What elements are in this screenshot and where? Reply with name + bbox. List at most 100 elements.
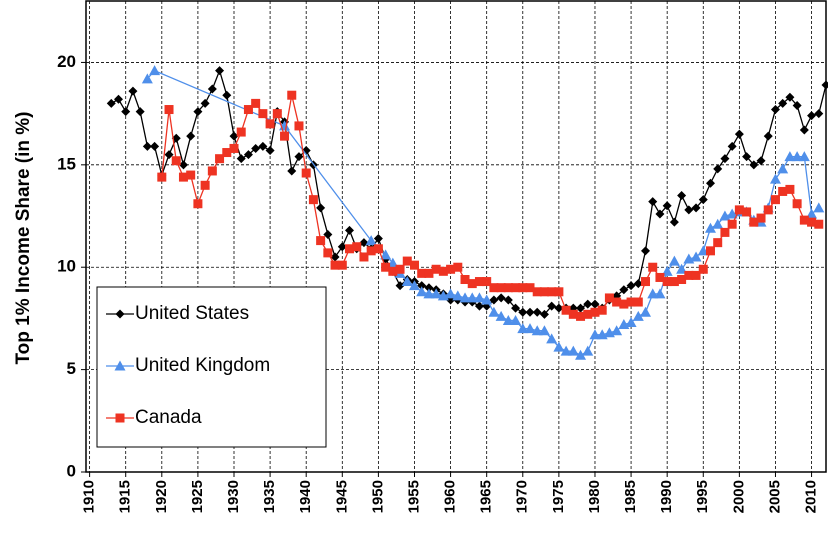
- marker: [251, 143, 261, 153]
- x-tick-label: 1965: [478, 480, 495, 513]
- marker: [106, 98, 116, 108]
- marker: [684, 205, 694, 215]
- marker: [525, 307, 535, 317]
- x-tick-label: 1920: [153, 480, 170, 513]
- marker: [704, 222, 716, 233]
- x-tick-label: 2000: [730, 480, 747, 513]
- marker: [662, 277, 672, 287]
- marker: [742, 152, 752, 162]
- marker: [207, 166, 217, 176]
- marker: [734, 205, 744, 215]
- x-tick-label: 1925: [189, 480, 206, 513]
- marker: [408, 280, 420, 291]
- x-tick-label: 2010: [803, 480, 820, 513]
- marker: [438, 266, 448, 276]
- x-tick-label: 1985: [622, 480, 639, 513]
- marker: [727, 219, 737, 229]
- marker: [791, 151, 803, 162]
- marker: [727, 141, 737, 151]
- marker: [821, 80, 828, 90]
- marker: [778, 98, 788, 108]
- marker: [532, 287, 542, 297]
- marker: [648, 197, 658, 207]
- marker: [691, 270, 701, 280]
- marker: [677, 275, 687, 285]
- series-group: [157, 90, 824, 321]
- plot-frame: [85, 0, 827, 473]
- marker: [633, 279, 643, 289]
- marker: [632, 310, 644, 321]
- marker: [677, 191, 687, 201]
- marker: [525, 283, 535, 293]
- marker: [453, 262, 463, 272]
- marker: [553, 341, 565, 352]
- marker: [243, 150, 253, 160]
- legend-label: Canada: [135, 407, 202, 428]
- legend: United States United Kingdom Canada: [96, 286, 327, 448]
- marker: [770, 105, 780, 115]
- marker: [503, 295, 513, 305]
- marker: [813, 202, 825, 213]
- marker: [648, 262, 658, 272]
- marker: [784, 151, 796, 162]
- marker: [576, 303, 586, 313]
- marker: [294, 152, 304, 162]
- marker: [215, 66, 225, 76]
- marker: [251, 98, 261, 108]
- marker: [380, 249, 392, 260]
- marker: [149, 65, 161, 76]
- x-tick-label: 1930: [225, 480, 242, 513]
- marker: [215, 154, 225, 164]
- marker: [583, 299, 593, 309]
- marker: [128, 86, 138, 96]
- y-tick-label: 10: [57, 257, 76, 276]
- marker: [720, 227, 730, 237]
- marker: [330, 260, 340, 270]
- x-tick-label: 1945: [333, 480, 350, 513]
- marker: [713, 164, 723, 174]
- marker: [193, 199, 203, 209]
- marker: [488, 306, 500, 317]
- marker: [799, 125, 809, 135]
- marker: [474, 277, 484, 287]
- marker: [395, 264, 405, 274]
- marker: [352, 242, 362, 252]
- x-tick-label: 1960: [442, 480, 459, 513]
- marker: [489, 295, 499, 305]
- marker: [272, 109, 282, 119]
- marker: [395, 281, 405, 291]
- series-group: [106, 66, 828, 319]
- marker: [287, 90, 297, 100]
- marker: [777, 163, 789, 174]
- x-tick-label: 1950: [369, 480, 386, 513]
- marker: [229, 131, 239, 141]
- marker: [640, 306, 652, 317]
- marker: [460, 275, 470, 285]
- marker: [409, 260, 419, 270]
- marker: [417, 281, 427, 291]
- marker: [511, 283, 521, 293]
- marker: [539, 287, 549, 297]
- marker: [518, 307, 528, 317]
- x-tick-label: 1990: [658, 480, 675, 513]
- marker: [401, 276, 413, 287]
- marker: [626, 281, 636, 291]
- marker: [611, 325, 623, 336]
- marker: [669, 277, 679, 287]
- marker: [345, 225, 355, 235]
- marker: [495, 310, 507, 321]
- x-tick-label: 2005: [766, 480, 783, 513]
- marker: [287, 166, 297, 176]
- marker: [604, 293, 614, 303]
- marker: [171, 156, 181, 166]
- marker: [323, 248, 333, 258]
- marker: [517, 323, 529, 334]
- marker: [193, 107, 203, 117]
- marker: [115, 413, 125, 423]
- marker: [113, 94, 123, 104]
- x-tick-label: 1975: [550, 480, 567, 513]
- marker: [236, 154, 246, 164]
- marker: [807, 111, 817, 121]
- marker: [222, 90, 232, 100]
